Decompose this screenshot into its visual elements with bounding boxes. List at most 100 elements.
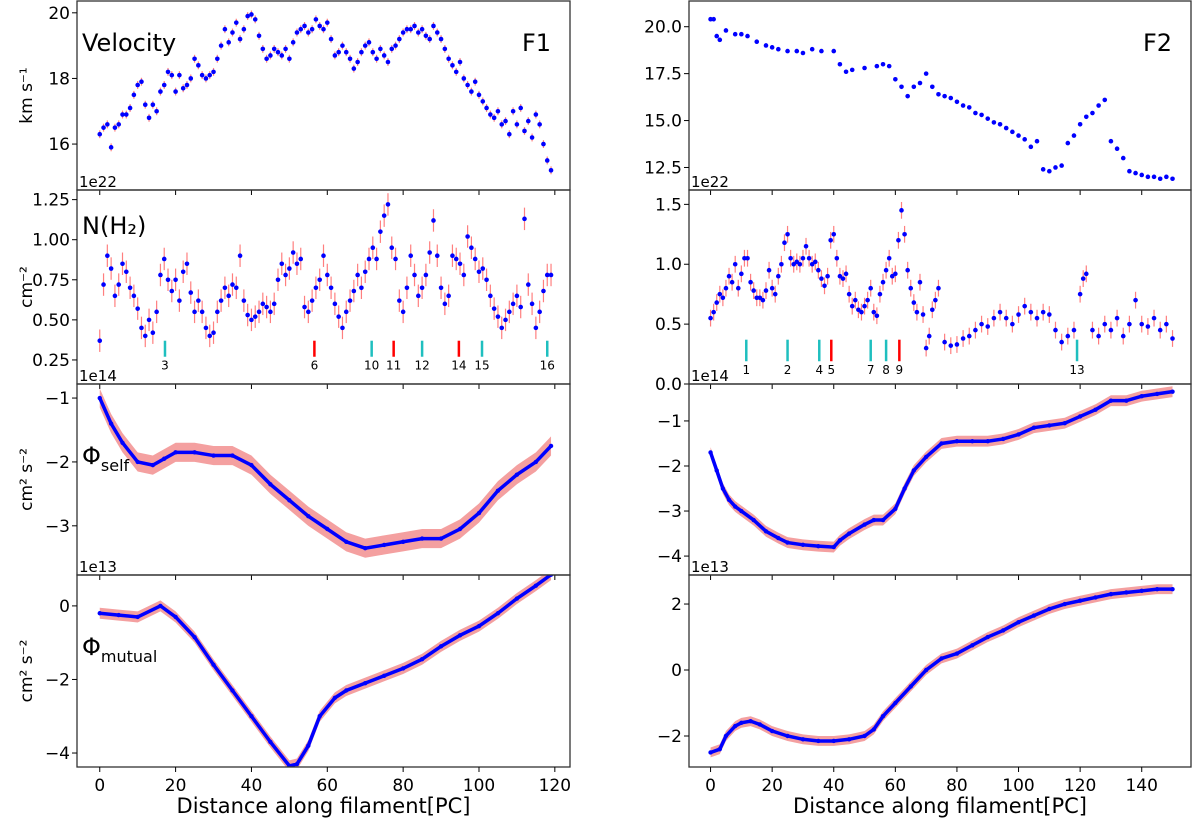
panel-F1-phi-mutual: −4 −2 0 0 20 40 60 80 100 120 Distance along filam… — [17, 574, 571, 818]
y-tick-label: 0 — [671, 661, 682, 681]
data-point — [416, 30, 421, 35]
marker-label-6: 6 — [311, 359, 319, 373]
marker-label-8: 8 — [882, 363, 890, 377]
data-point — [351, 66, 357, 71]
plot-area — [97, 10, 554, 175]
data-point — [1164, 321, 1169, 327]
data-point — [97, 395, 102, 401]
data-point — [886, 63, 892, 69]
data-point — [1016, 312, 1021, 317]
data-point — [279, 261, 285, 267]
data-point — [1157, 176, 1163, 182]
data-point — [769, 45, 775, 50]
data-point — [245, 312, 250, 318]
data-point — [101, 282, 106, 287]
data-point — [287, 498, 292, 503]
data-point — [302, 304, 307, 310]
data-point — [306, 514, 311, 519]
error-band — [99, 575, 552, 767]
data-point — [831, 232, 837, 237]
data-point — [776, 273, 781, 279]
data-point — [196, 63, 201, 68]
data-point — [1040, 167, 1046, 172]
data-point — [317, 23, 323, 29]
data-point — [518, 105, 523, 111]
axes-frame — [688, 574, 1192, 768]
data-point — [131, 92, 137, 98]
offset-text: 1e13 — [79, 558, 117, 576]
data-point — [726, 497, 732, 502]
data-point — [211, 453, 216, 458]
data-point — [548, 168, 554, 173]
data-point — [1040, 309, 1046, 315]
data-point — [723, 28, 729, 33]
x-axis-label: Distance along filament[PC] — [793, 794, 1087, 818]
data-point — [215, 56, 220, 62]
data-point — [393, 43, 398, 48]
data-point — [476, 510, 482, 516]
data-point — [862, 65, 867, 71]
data-point — [525, 282, 531, 287]
panel-tag: F1 — [522, 29, 551, 57]
data-point — [1083, 114, 1089, 120]
marker-label-13: 13 — [1069, 363, 1084, 377]
data-point — [714, 468, 719, 473]
data-point — [908, 684, 913, 689]
data-point — [816, 543, 821, 549]
data-point — [800, 255, 806, 261]
x-tick-label: 120 — [1064, 776, 1096, 796]
data-point — [745, 33, 750, 39]
data-point — [849, 67, 855, 73]
data-point — [294, 761, 300, 767]
data-point — [207, 333, 213, 339]
data-point — [862, 733, 867, 739]
y-tick-label: 1.25 — [32, 191, 70, 211]
data-point — [344, 688, 349, 693]
data-point — [794, 48, 800, 54]
data-point — [760, 297, 766, 303]
data-point — [948, 95, 954, 101]
data-point — [400, 539, 406, 544]
data-point — [748, 718, 753, 724]
data-point — [973, 327, 978, 333]
data-point — [1028, 144, 1034, 150]
data-point — [1120, 333, 1126, 339]
data-point — [917, 279, 923, 285]
data-point — [279, 53, 285, 58]
data-point — [751, 517, 756, 523]
data-point — [343, 309, 349, 315]
data-point — [226, 40, 231, 45]
data-point — [275, 277, 281, 283]
data-point — [355, 59, 360, 65]
data-point — [469, 89, 474, 94]
data-point — [1065, 333, 1071, 339]
data-point — [442, 46, 448, 52]
data-point — [397, 36, 402, 42]
data-point — [1133, 297, 1138, 303]
data-point — [732, 261, 738, 267]
data-point — [1000, 628, 1006, 633]
data-point — [708, 750, 713, 755]
data-point — [389, 46, 395, 52]
data-point — [973, 110, 978, 116]
data-point — [1016, 133, 1021, 138]
data-point — [905, 267, 910, 273]
data-point — [840, 276, 846, 281]
data-point — [161, 256, 167, 262]
plot-area — [708, 201, 1175, 357]
data-point — [294, 261, 300, 267]
data-point — [476, 269, 482, 275]
data-point — [769, 285, 775, 291]
data-point — [970, 439, 975, 444]
data-point — [871, 309, 877, 315]
annotation-subscript: self — [101, 456, 130, 475]
data-point — [446, 56, 451, 62]
data-point — [332, 53, 338, 58]
data-point — [116, 612, 121, 618]
y-tick-label: −3 — [657, 502, 682, 522]
data-point — [268, 309, 273, 315]
data-point — [287, 56, 292, 62]
data-point — [427, 250, 432, 255]
data-point — [431, 23, 436, 29]
data-point — [726, 273, 732, 279]
